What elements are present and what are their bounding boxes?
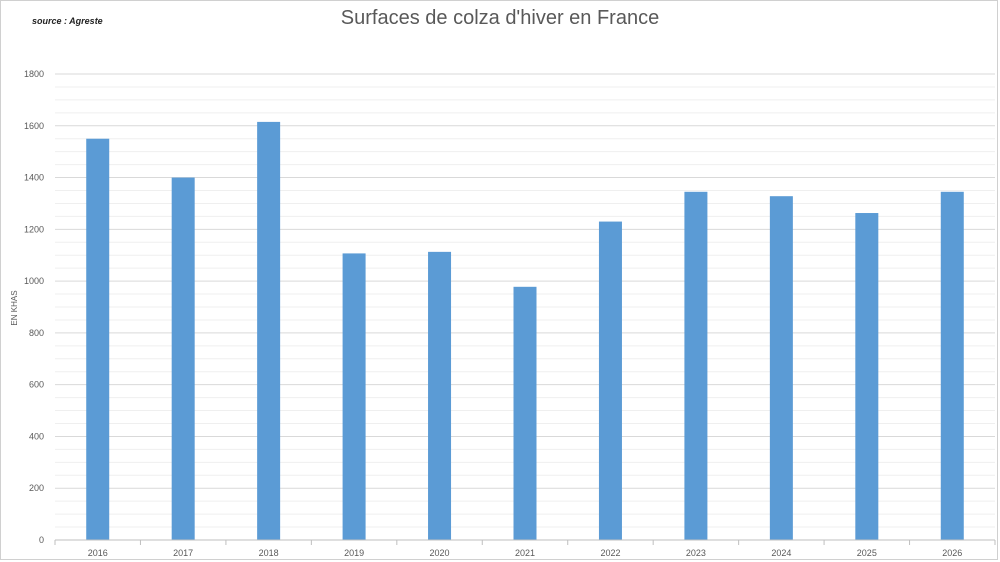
x-tick-label: 2018: [259, 548, 279, 558]
y-tick-label: 1600: [24, 121, 44, 131]
x-tick-label: 2025: [857, 548, 877, 558]
bar-2020: [428, 251, 452, 540]
x-tick-label: 2017: [173, 548, 193, 558]
bar-2019: [342, 253, 366, 540]
y-axis-label: EN KHAS: [10, 290, 19, 325]
bar-2023: [684, 191, 708, 541]
x-tick-label: 2016: [88, 548, 108, 558]
x-tick-label: 2020: [430, 548, 450, 558]
bar-2017: [171, 177, 195, 541]
bar-2022: [598, 221, 622, 541]
bar-2016: [86, 138, 110, 540]
source-note: source : Agreste: [32, 16, 103, 26]
y-tick-label: 1400: [24, 173, 44, 183]
y-tick-label: 400: [29, 431, 44, 441]
x-tick-label: 2021: [515, 548, 535, 558]
bar-2025: [855, 213, 879, 541]
y-tick-label: 1200: [24, 224, 44, 234]
y-tick-label: 1000: [24, 276, 44, 286]
bar-2018: [257, 121, 281, 541]
x-tick-label: 2019: [344, 548, 364, 558]
x-tick-label: 2024: [771, 548, 791, 558]
bar-2026: [940, 191, 964, 541]
y-tick-label: 1800: [24, 69, 44, 79]
y-tick-label: 0: [39, 535, 44, 545]
bars: [86, 121, 964, 541]
bar-2021: [513, 286, 537, 540]
chart-title: Surfaces de colza d'hiver en France: [340, 7, 660, 29]
x-tick-label: 2026: [942, 548, 962, 558]
x-axis: [54, 539, 996, 545]
y-axis-ticks: 0 200 400 600 800 1000 1200 1400 1600 1800: [24, 69, 44, 545]
x-tick-label: 2023: [686, 548, 706, 558]
y-tick-label: 600: [29, 380, 44, 390]
bar-2024: [769, 196, 793, 540]
y-tick-label: 200: [29, 483, 44, 493]
x-axis-ticks: 2016 2017 2018 2019 2020 2021 2022 2023 2024 2025…: [88, 548, 963, 558]
y-tick-label: 800: [29, 328, 44, 338]
major-grid: [55, 73, 995, 489]
x-tick-label: 2022: [600, 548, 620, 558]
